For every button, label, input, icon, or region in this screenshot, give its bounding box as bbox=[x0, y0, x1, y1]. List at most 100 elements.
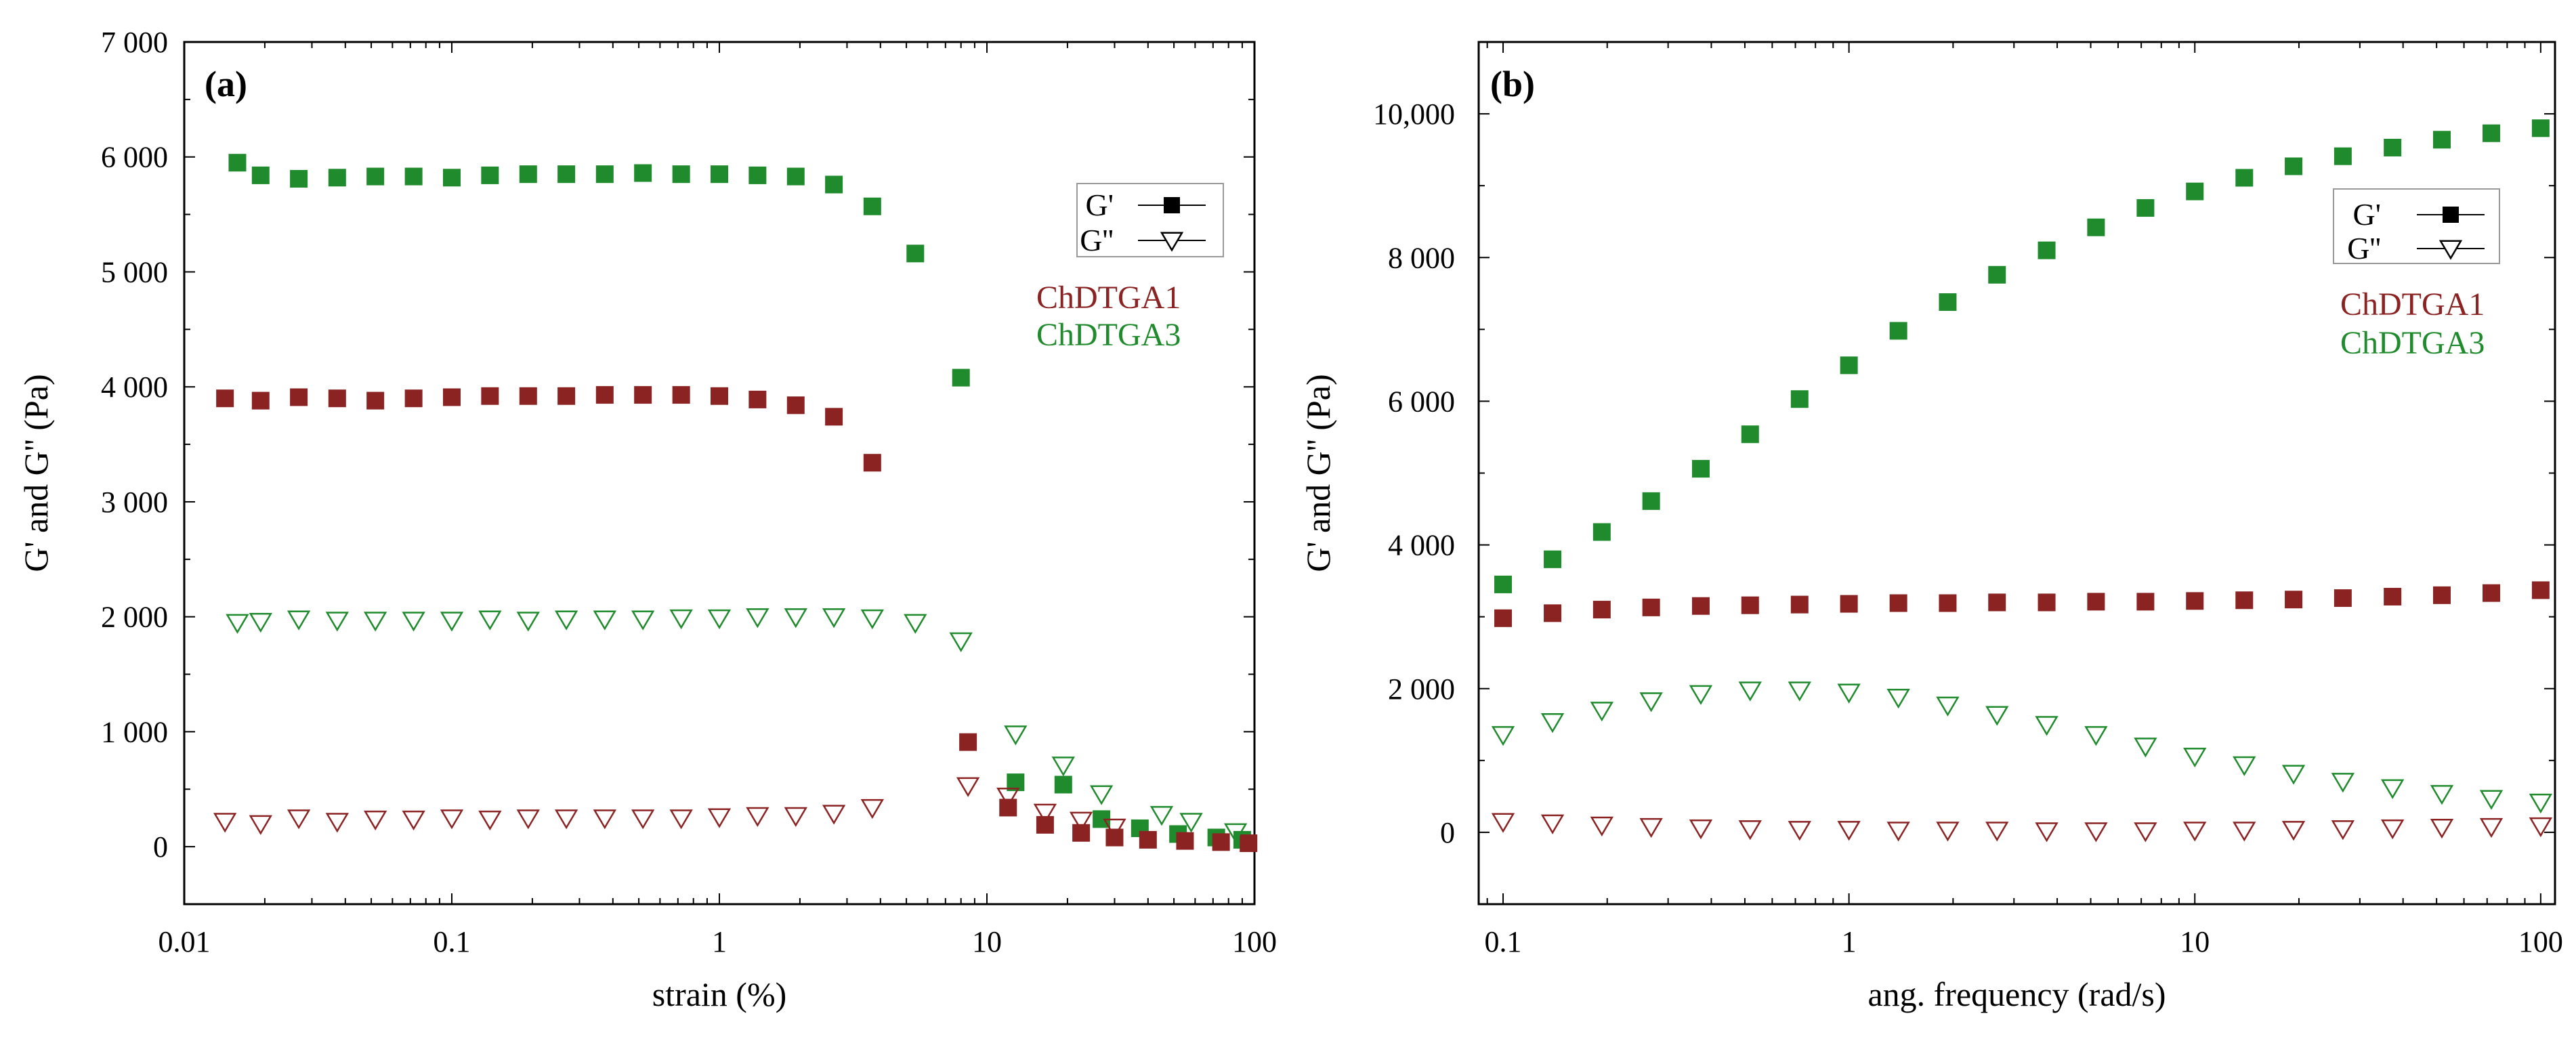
data-point-triangle bbox=[784, 807, 807, 828]
data-point-triangle bbox=[2134, 738, 2157, 758]
series-chdtga1-g- bbox=[213, 777, 1126, 838]
data-point-triangle bbox=[2331, 773, 2355, 793]
y-tick-label: 8 000 bbox=[1388, 241, 1455, 274]
data-point-square bbox=[1939, 594, 1957, 612]
data-point-square bbox=[672, 165, 690, 184]
data-point-triangle bbox=[2035, 716, 2058, 736]
data-point-triangle bbox=[1491, 813, 1515, 833]
data-point-triangle bbox=[1738, 820, 1762, 840]
data-point-square bbox=[748, 390, 767, 408]
data-point-square bbox=[2186, 182, 2204, 200]
x-tick-label: 10 bbox=[972, 925, 1002, 958]
legend-entry-label: G'' bbox=[1080, 223, 1114, 257]
data-point-triangle bbox=[669, 809, 693, 830]
data-point-triangle bbox=[1223, 823, 1248, 843]
data-point-triangle bbox=[1590, 702, 1614, 722]
data-point-square bbox=[672, 386, 690, 404]
data-point-triangle bbox=[631, 809, 655, 830]
data-point-square bbox=[711, 165, 728, 184]
data-point-triangle bbox=[2084, 822, 2108, 843]
data-point-triangle bbox=[1069, 811, 1093, 832]
legend-square-marker bbox=[2443, 207, 2459, 223]
data-point-triangle bbox=[949, 632, 973, 653]
data-point-triangle bbox=[784, 608, 807, 629]
data-point-triangle bbox=[1179, 813, 1203, 833]
data-point-square bbox=[2285, 591, 2303, 609]
data-point-square bbox=[1691, 460, 1710, 478]
data-point-square bbox=[519, 165, 537, 184]
y-axis-label: G' and G'' (Pa) bbox=[1299, 374, 1337, 572]
data-point-triangle bbox=[1886, 688, 1910, 709]
data-point-triangle bbox=[440, 612, 464, 632]
data-point-square bbox=[557, 387, 576, 405]
legend-triangle-marker bbox=[1160, 232, 1184, 252]
data-point-square bbox=[1790, 595, 1809, 614]
data-point-square bbox=[2186, 592, 2204, 610]
series-chdtga3-g- bbox=[1494, 119, 2550, 593]
data-point-triangle bbox=[478, 610, 502, 631]
y-tick-label: 2 000 bbox=[1388, 673, 1455, 706]
x-tick-label: 0.1 bbox=[1485, 925, 1522, 958]
data-point-square bbox=[2432, 131, 2451, 149]
y-tick-label: 4 000 bbox=[101, 370, 168, 404]
data-point-square bbox=[906, 244, 925, 263]
data-point-triangle bbox=[904, 614, 927, 634]
data-point-triangle bbox=[1985, 706, 2009, 726]
data-point-triangle bbox=[325, 612, 350, 632]
data-point-triangle bbox=[1985, 822, 2009, 842]
data-point-triangle bbox=[2233, 822, 2256, 842]
data-point-square bbox=[1139, 830, 1157, 849]
data-point-triangle bbox=[363, 810, 387, 831]
data-point-square bbox=[1494, 609, 1513, 627]
data-point-triangle bbox=[2380, 779, 2405, 799]
data-point-triangle bbox=[1639, 817, 1663, 838]
data-point-square bbox=[711, 387, 728, 405]
data-point-triangle bbox=[1089, 785, 1114, 805]
data-point-square bbox=[481, 166, 499, 184]
y-tick-label: 6 000 bbox=[101, 141, 168, 174]
data-point-triangle bbox=[956, 777, 980, 797]
data-point-triangle bbox=[2529, 793, 2553, 814]
data-point-triangle bbox=[2183, 822, 2207, 842]
x-tick-label: 10 bbox=[2180, 925, 2210, 958]
y-axis-label: G' and G'' (Pa) bbox=[17, 374, 55, 572]
data-point-square bbox=[2136, 199, 2155, 217]
data-point-triangle bbox=[1491, 726, 1515, 746]
x-tick-label: 0.01 bbox=[159, 925, 211, 958]
data-point-square bbox=[999, 799, 1017, 817]
data-point-triangle bbox=[440, 809, 464, 830]
data-point-square bbox=[786, 396, 805, 414]
data-point-square bbox=[1840, 595, 1858, 613]
data-point-square bbox=[1889, 322, 1907, 340]
data-point-square bbox=[634, 386, 652, 404]
data-point-square bbox=[290, 388, 308, 406]
data-point-square bbox=[748, 166, 767, 184]
panel-b: 0.1 1 10 100 0 2 000 4 000 6 000 8 000 10,000 ang.… bbox=[1299, 41, 2563, 1013]
data-point-square bbox=[404, 167, 423, 186]
data-point-square bbox=[1939, 293, 1957, 312]
data-point-triangle bbox=[226, 614, 249, 634]
data-point-square bbox=[2531, 119, 2550, 137]
series-chdtga1-g- bbox=[1494, 581, 2550, 627]
data-point-square bbox=[2136, 593, 2155, 611]
panel-a: 0.01 0.1 1 10 100 0 1 000 2 000 3 000 4 000 5 000 6… bbox=[17, 26, 1277, 1013]
data-point-square bbox=[595, 165, 614, 184]
x-tick-label: 1 bbox=[1842, 925, 1857, 958]
data-point-triangle bbox=[860, 799, 885, 820]
legend-sample-label: ChDTGA1 bbox=[1036, 280, 1181, 316]
series-chdtga3-g- bbox=[1491, 681, 2553, 814]
data-point-square bbox=[228, 154, 247, 172]
data-point-square bbox=[1741, 425, 1759, 444]
x-tick-label: 100 bbox=[1232, 925, 1277, 958]
data-point-square bbox=[1790, 390, 1809, 408]
data-point-square bbox=[2087, 593, 2105, 611]
data-point-triangle bbox=[822, 608, 846, 629]
series-chdtga1-g- bbox=[216, 386, 1258, 853]
data-point-square bbox=[1212, 833, 1230, 851]
data-point-triangle bbox=[1689, 685, 1713, 705]
data-point-triangle bbox=[2233, 756, 2256, 776]
y-tick-label: 5 000 bbox=[101, 255, 168, 289]
data-point-square bbox=[1592, 601, 1611, 619]
data-point-square bbox=[2483, 584, 2501, 602]
data-point-square bbox=[1988, 265, 2006, 284]
